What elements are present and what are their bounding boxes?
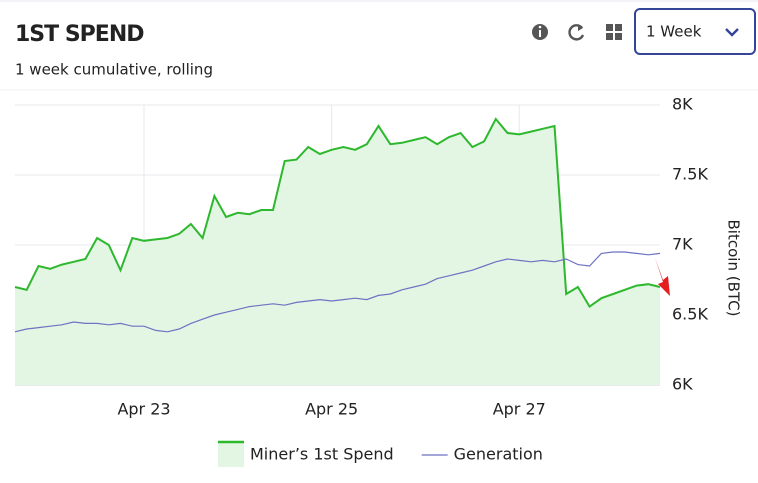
area [15,119,660,385]
red-arrow [655,258,670,296]
line [14,251,661,333]
y-tick-label: 6K [672,375,693,394]
y-tick-label: 8K [672,95,693,114]
legend-swatch [218,441,244,467]
legend-label: Miner’s 1st Spend [250,445,394,464]
legend-label: Generation [454,445,543,464]
x-tick-label: Apr 25 [305,400,358,419]
info-icon[interactable] [532,24,548,40]
y-axis-title: Bitcoin (BTC) [725,220,743,317]
line [14,117,661,309]
subtitle: 1 week cumulative, rolling [15,61,213,79]
title: 1ST SPEND [15,22,144,47]
dropdown-label: 1 Week [646,23,702,41]
y-tick-label: 7K [672,235,693,254]
y-tick-label: 6.5K [672,305,708,324]
y-tick-label: 7.5K [672,165,708,184]
layout-icon[interactable] [606,24,622,40]
x-tick-label: Apr 27 [493,400,546,419]
x-tick-label: Apr 23 [117,400,170,419]
refresh-icon[interactable] [568,24,585,41]
period-dropdown[interactable]: 1 Week [634,8,756,55]
